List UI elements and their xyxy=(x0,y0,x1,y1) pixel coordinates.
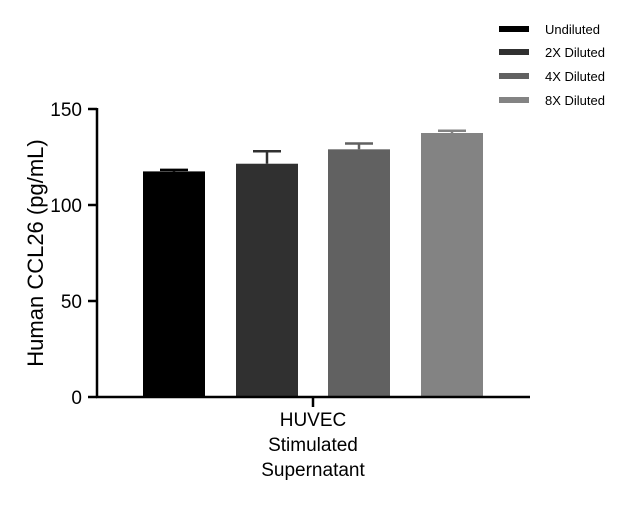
y-tick-label: 100 xyxy=(50,196,82,217)
legend-swatch xyxy=(499,26,529,32)
legend-swatch xyxy=(499,97,529,103)
y-tick-label: 50 xyxy=(61,292,82,313)
legend: Undiluted 2X Diluted 4X Diluted 8X Diluted xyxy=(499,22,605,108)
category-label-line: Supernatant xyxy=(261,460,365,481)
legend-label: Undiluted xyxy=(545,22,600,37)
bar-2x-diluted xyxy=(236,163,298,397)
axes xyxy=(95,108,530,407)
y-axis-title: Human CCL26 (pg/mL) xyxy=(23,139,48,366)
y-tick-label: 150 xyxy=(50,100,82,121)
category-label-line: Stimulated xyxy=(268,435,358,456)
category-label-line: HUVEC xyxy=(280,410,347,431)
bar-8x-diluted xyxy=(421,133,483,397)
legend-swatch xyxy=(499,73,529,79)
legend-swatch xyxy=(499,49,529,55)
category-label: HUVEC Stimulated Supernatant xyxy=(261,410,365,481)
bar-4x-diluted xyxy=(328,149,390,397)
y-axis-ticks: 0 50 100 150 xyxy=(50,100,97,409)
legend-label: 4X Diluted xyxy=(545,69,605,84)
legend-label: 2X Diluted xyxy=(545,45,605,60)
bars xyxy=(143,133,483,397)
bar-undiluted xyxy=(143,171,205,397)
y-tick-label: 0 xyxy=(71,388,82,409)
error-bars xyxy=(160,129,466,172)
legend-label: 8X Diluted xyxy=(545,93,605,108)
